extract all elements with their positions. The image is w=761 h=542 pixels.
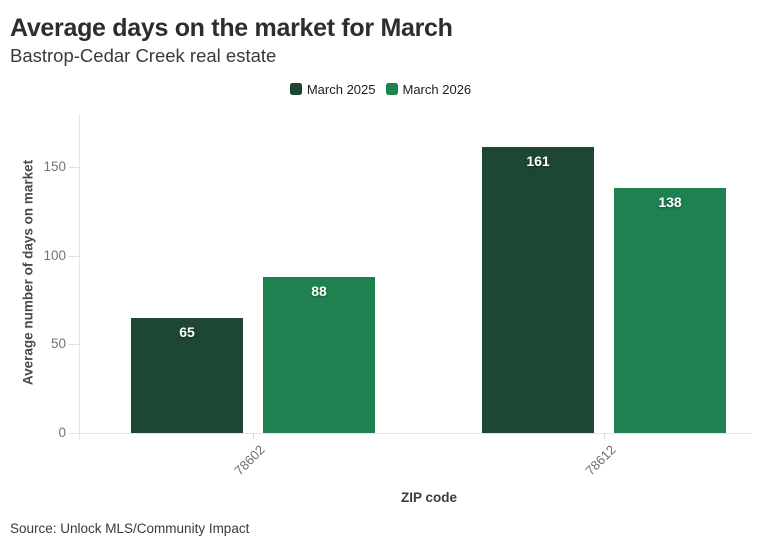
y-tick-mark — [69, 344, 79, 345]
x-tick-mark — [604, 433, 605, 439]
y-axis-line — [79, 114, 80, 440]
legend-item-march-2025[interactable]: March 2025 — [289, 81, 376, 97]
bar-78602-march-2026[interactable]: 88 — [263, 277, 375, 433]
bar-78602-march-2025[interactable]: 65 — [131, 318, 243, 433]
bar-78612-march-2026[interactable]: 138 — [614, 188, 726, 433]
x-axis-line — [79, 433, 752, 434]
bar-value-label: 65 — [179, 324, 195, 340]
y-tick-label: 0 — [58, 425, 66, 440]
y-tick-mark — [69, 256, 79, 257]
y-tick-label: 100 — [43, 248, 66, 263]
legend-label: March 2025 — [306, 81, 376, 97]
x-tick-mark — [253, 433, 254, 439]
bar-value-label: 161 — [526, 153, 550, 169]
bar-value-label: 88 — [311, 283, 327, 299]
chart-subtitle: Bastrop-Cedar Creek real estate — [10, 45, 277, 66]
bar-78612-march-2025[interactable]: 161 — [482, 147, 594, 433]
x-axis-title: ZIP code — [400, 490, 458, 505]
bar-value-label: 138 — [658, 194, 682, 210]
legend-swatch — [385, 83, 398, 95]
y-tick-label: 150 — [43, 159, 66, 174]
x-tick-label: 78612 — [582, 442, 619, 479]
x-tick-label: 78602 — [231, 442, 268, 479]
legend-item-march-2026[interactable]: March 2026 — [385, 81, 472, 97]
legend: March 2025 March 2026 — [0, 81, 761, 97]
y-tick-mark — [69, 433, 79, 434]
chart-title: Average days on the market for March — [10, 14, 453, 42]
legend-label: March 2026 — [402, 81, 472, 97]
legend-swatch — [289, 83, 302, 95]
y-tick-label: 50 — [50, 336, 66, 351]
y-tick-mark — [69, 167, 79, 168]
source-attribution: Source: Unlock MLS/Community Impact — [10, 521, 250, 536]
